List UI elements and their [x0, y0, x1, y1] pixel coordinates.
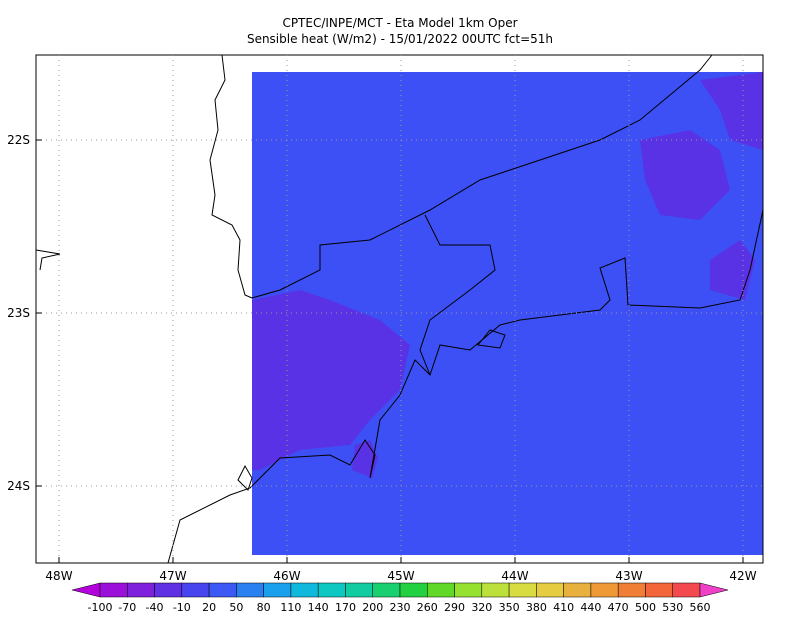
colorbar-label: 20 [202, 601, 216, 614]
colorbar-label: 260 [417, 601, 438, 614]
colorbar-swatch [617, 582, 646, 598]
colorbar-label: -10 [173, 601, 191, 614]
colorbar-swatch [481, 582, 510, 598]
colorbar-label: 410 [553, 601, 574, 614]
colorbar-label: 470 [608, 601, 629, 614]
colorbar-swatch [263, 582, 292, 598]
colorbar-label: 320 [471, 601, 492, 614]
colorbar-swatch [317, 582, 346, 598]
colorbar-swatch [345, 582, 373, 598]
colorbar-swatch [536, 582, 564, 598]
colorbar-label: 350 [499, 601, 520, 614]
colorbar-swatch [427, 582, 455, 598]
colorbar-label: 80 [257, 601, 271, 614]
lat-label: 23S [7, 306, 30, 320]
colorbar-swatch [454, 582, 483, 598]
colorbar-label: 110 [280, 601, 301, 614]
colorbar-swatch [672, 582, 701, 598]
colorbar-swatch [154, 582, 183, 598]
colorbar-swatch [645, 582, 673, 598]
lon-label: 46W [273, 569, 300, 583]
colorbar-label: -70 [118, 601, 136, 614]
colorbar-label: 530 [662, 601, 683, 614]
colorbar-label: -100 [88, 601, 113, 614]
colorbar-label: 560 [690, 601, 711, 614]
colorbar-swatch [290, 582, 319, 598]
title-line-2: Sensible heat (W/m2) - 15/01/2022 00UTC … [247, 32, 553, 46]
colorbar-swatch [590, 582, 619, 598]
lon-label: 47W [159, 569, 186, 583]
colorbar-label: 230 [390, 601, 411, 614]
colorbar-label: 170 [335, 601, 356, 614]
colorbar-swatch [399, 582, 428, 598]
lon-label: 44W [501, 569, 528, 583]
colorbar-swatch [563, 582, 592, 598]
colorbar-swatch [127, 582, 155, 598]
colorbar-swatch [236, 582, 264, 598]
purple-patches [252, 72, 763, 478]
title-line-1: CPTEC/INPE/MCT - Eta Model 1km Oper [282, 16, 517, 30]
colorbar-swatch [99, 582, 128, 598]
lon-label: 42W [729, 569, 756, 583]
lat-label: 24S [7, 479, 30, 493]
colorbar-label: 50 [229, 601, 243, 614]
colorbar-swatch [372, 582, 401, 598]
colorbar-swatch [208, 582, 237, 598]
lon-label: 45W [387, 569, 414, 583]
coastlines [35, 54, 764, 564]
lon-label: 48W [45, 569, 72, 583]
colorbar-low [71, 582, 101, 598]
colorbar-label: 440 [580, 601, 601, 614]
colorbar-swatch [508, 582, 537, 598]
colorbar-label: 500 [635, 601, 656, 614]
colorbar-label: 290 [444, 601, 465, 614]
colorbar-label: 140 [308, 601, 329, 614]
map-frame [35, 54, 764, 564]
colorbar-swatch [181, 582, 210, 598]
colorbar-label: 380 [526, 601, 547, 614]
colorbar-label: -40 [146, 601, 164, 614]
colorbar-label: 200 [362, 601, 383, 614]
lon-label: 43W [615, 569, 642, 583]
lat-label: 22S [7, 133, 30, 147]
colorbar-high [699, 582, 729, 598]
